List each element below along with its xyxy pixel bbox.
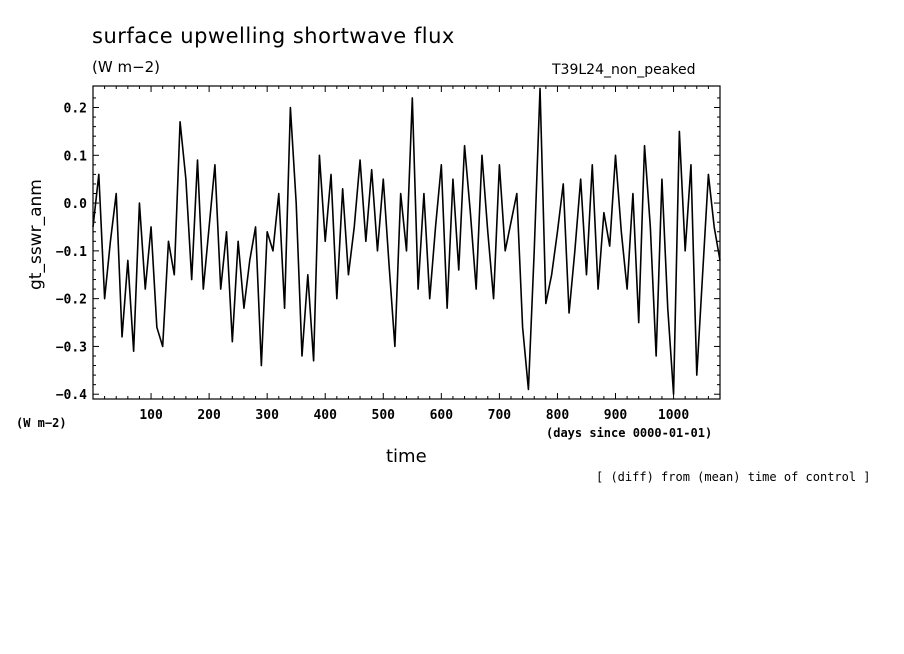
x-tick-label: 700 [488,408,512,423]
x-tick-label: 900 [604,408,628,423]
y-axis-units: (W m−2) [16,416,67,430]
x-tick-label: 100 [139,408,163,423]
y-tick-label: −0.3 [56,340,87,355]
x-tick-label: 1000 [658,408,689,423]
chart-units: (W m−2) [92,58,161,76]
chart-title: surface upwelling shortwave flux [92,24,455,48]
series-layer [92,87,721,396]
x-axis-label: time [386,446,427,467]
y-tick-label: 0.2 [64,102,87,117]
chart-note: [ (diff) from (mean) time of control ] [596,470,871,484]
x-tick-label: 600 [430,408,454,423]
y-tick-label: −0.1 [56,245,87,260]
x-tick-label: 500 [372,408,396,423]
y-axis: 0.2 0.1 0.0 −0.1 −0.2 −0.3 −0.4 [56,97,720,403]
y-tick-label: −0.2 [56,293,87,308]
y-tick-label: 0.1 [64,149,88,164]
run-label: T39L24_non_peaked [552,62,696,78]
x-tick-label: 400 [313,408,337,423]
series-line [92,87,721,396]
x-tick-label: 200 [197,408,221,423]
x-axis: 100 200 300 400 500 600 700 800 900 1000 [104,86,709,423]
y-tick-label: 0.0 [64,197,88,212]
x-axis-units: (days since 0000-01-01) [546,426,713,440]
y-tick-label: −0.4 [56,388,87,403]
x-tick-label: 300 [255,408,279,423]
x-tick-label: 800 [546,408,570,423]
